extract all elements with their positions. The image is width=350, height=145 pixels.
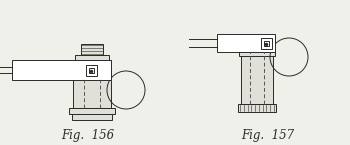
Bar: [72, 114, 112, 120]
Bar: [69, 108, 115, 114]
Text: Fig.  156: Fig. 156: [62, 128, 114, 142]
Bar: [12, 60, 111, 80]
Bar: [261, 38, 272, 49]
Bar: [217, 34, 275, 52]
Bar: [81, 44, 103, 55]
Bar: [264, 41, 269, 46]
Bar: [238, 104, 276, 112]
Bar: [89, 68, 94, 73]
Bar: [241, 52, 273, 104]
Text: Fig.  157: Fig. 157: [241, 128, 295, 142]
Bar: [75, 55, 109, 60]
Bar: [73, 60, 111, 108]
Bar: [239, 52, 275, 56]
Bar: [86, 65, 97, 76]
